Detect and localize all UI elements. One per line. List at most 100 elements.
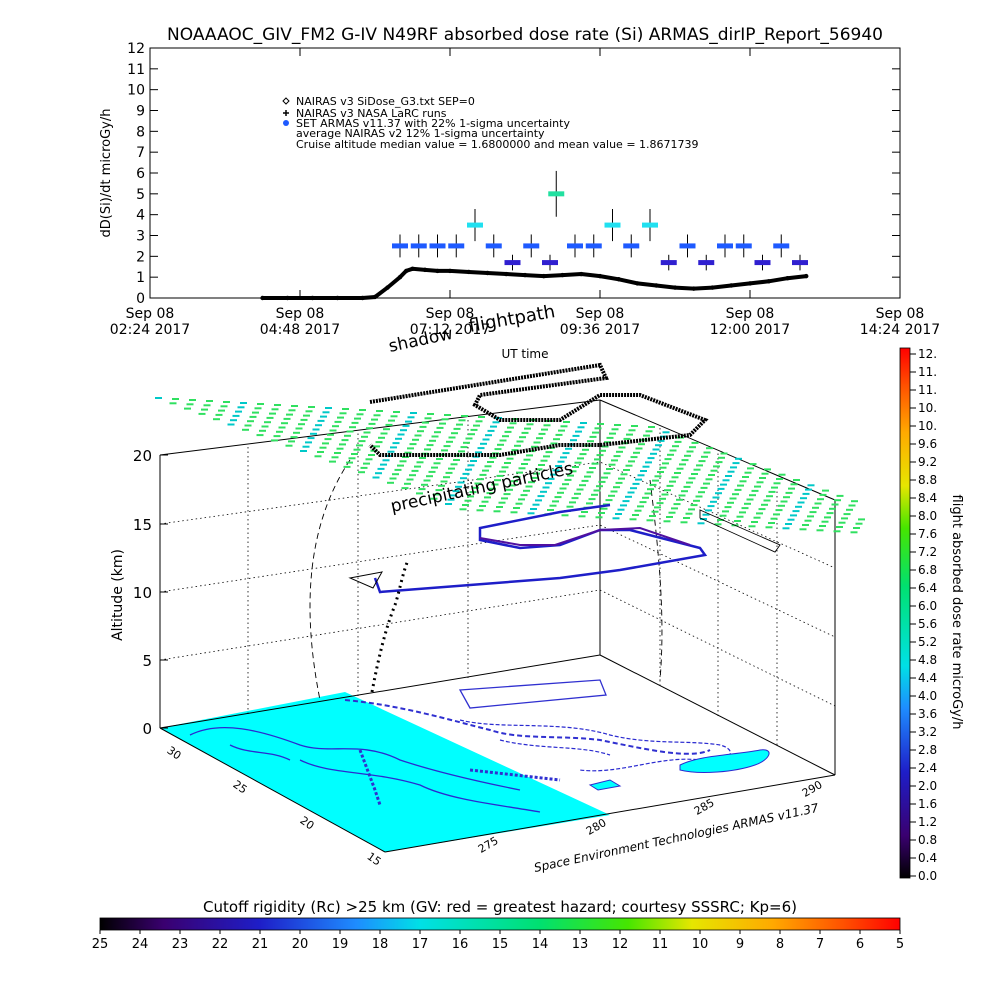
box-edge	[384, 774, 836, 853]
legend-plus-icon	[283, 110, 289, 116]
nairas-point	[710, 285, 715, 290]
dose-colorbar-tick-label: 5.6	[918, 617, 937, 631]
dose-colorbar-tick-label: 10.	[918, 401, 937, 415]
dose-colorbar-label: flight absorbed dose rate microGy/h	[949, 495, 964, 730]
nairas-point	[285, 295, 290, 301]
dose-colorbar-tick-label: 8.8	[918, 473, 937, 487]
nairas-point	[410, 266, 415, 272]
armas-point	[585, 243, 602, 249]
dose-colorbar-tick-label: 0.4	[918, 851, 937, 865]
dose-colorbar-tick-label: 9.6	[918, 437, 937, 451]
dose-colorbar-tick-label: 11.	[918, 365, 937, 379]
top-x-tick-label: Sep 08	[576, 306, 625, 322]
legend-label: NAIRAS v3 NASA LaRC runs	[296, 107, 447, 120]
armas-point	[542, 260, 558, 266]
top-x-tick-label: Sep 08	[876, 306, 925, 322]
altitude-ticks: 0 5 10 15 20	[133, 447, 168, 738]
legend-diamond-icon	[282, 97, 290, 105]
nairas-point	[372, 294, 378, 300]
nairas-point	[485, 270, 490, 276]
legend-label: NAIRAS v3 SiDose_G3.txt SEP=0	[296, 95, 475, 108]
box-edge	[159, 654, 601, 729]
dose-colorbar-gradient	[899, 347, 911, 879]
rigidity-colorbar-tick-label: 21	[252, 937, 269, 952]
top-x-tick-label: 04:48 2017	[260, 322, 340, 338]
nairas-point	[360, 295, 365, 301]
legend-label: average NAIRAS v2 12% 1-sigma uncertaint…	[296, 127, 545, 140]
rigidity-colorbar-tick-label: 20	[292, 937, 309, 952]
nairas-point	[447, 268, 453, 274]
top-x-tick-label: 02:24 2017	[110, 322, 190, 338]
figure-title: NOAAAOC_GIV_FM2 G-IV N49RF absorbed dose…	[167, 25, 883, 45]
dose-colorbar-tick-label: 1.6	[918, 797, 937, 811]
altitude-axis-label: Altitude (km)	[110, 549, 126, 641]
armas-point	[504, 260, 521, 266]
rigidity-colorbar-tick-label: 15	[492, 937, 509, 952]
rigidity-colorbar-tick-label: 8	[776, 937, 784, 952]
box-edge	[599, 654, 836, 776]
rigidity-colorbar-tick-label: 5	[896, 937, 904, 952]
nairas-point	[804, 273, 809, 279]
rigidity-colorbar-tick-label: 13	[572, 937, 589, 952]
top-x-tick-label: 12:00 2017	[710, 322, 790, 338]
armas-point	[567, 243, 583, 249]
dose-colorbar-tick-label: 7.2	[918, 545, 937, 559]
ground-flightpath-track	[358, 749, 561, 806]
top-y-axis-label: dD(Si)/dt microGy/h	[99, 109, 114, 238]
rigidity-colorbar-tick-label: 9	[736, 937, 744, 952]
top-x-tick-label: Sep 08	[726, 306, 775, 322]
box-edge	[159, 399, 601, 456]
armas-series	[392, 170, 808, 271]
armas-point	[717, 243, 733, 249]
nairas-point	[672, 285, 678, 290]
rigidity-colorbar-tick-label: 19	[332, 937, 349, 952]
nairas-point	[766, 279, 771, 284]
dose-colorbar-tick-label: 6.4	[918, 581, 937, 595]
armas-point	[698, 260, 715, 266]
coastline-outline	[459, 719, 731, 772]
rigidity-colorbar-tick-label: 14	[532, 937, 549, 952]
top-y-tick-label: 11	[127, 62, 145, 78]
legend-item-nairas-larc: NAIRAS v3 NASA LaRC runs	[283, 107, 447, 120]
armas-point	[754, 260, 771, 266]
armas-point	[604, 222, 621, 228]
precipitating-flightpath-track	[373, 503, 708, 594]
coastline-outline	[189, 726, 541, 813]
track-marker	[699, 509, 781, 553]
top-legend: NAIRAS v3 SiDose_G3.txt SEP=0 NAIRAS v3 …	[282, 95, 699, 151]
nairas-point	[504, 271, 509, 277]
rigidity-colorbar-tick-label: 17	[412, 937, 429, 952]
latitude-tick-label: 25	[231, 778, 250, 797]
longitude-tick-label: 275	[476, 834, 501, 856]
armas-point	[448, 243, 465, 249]
rigidity-colorbar-tick-label: 11	[652, 937, 669, 952]
box-edge	[599, 399, 836, 501]
map-surface	[160, 692, 610, 852]
nairas-point	[579, 271, 584, 277]
island-shape	[588, 779, 622, 791]
dose-colorbar-tick-label: 4.8	[918, 653, 937, 667]
armas-point	[660, 260, 677, 266]
dose-colorbar-tick-label: 8.4	[918, 491, 937, 505]
armas-point	[429, 243, 446, 249]
nairas-point	[466, 269, 471, 275]
dose-colorbar-tick-label: 8.0	[918, 509, 937, 523]
altitude-tick-label: 0	[142, 720, 152, 738]
precipitating-particles-mesh	[155, 397, 865, 534]
dose-colorbar-tick-label: 5.2	[918, 635, 937, 649]
top-y-tick-label: 0	[136, 291, 145, 307]
flight-3d-view: shadow flightpath precipitating particle…	[110, 301, 865, 875]
legend-label: SET ARMAS v11.37 with 22% 1-sigma uncert…	[296, 117, 570, 130]
dose-colorbar-tick-label: 2.8	[918, 743, 937, 757]
dose-colorbar-tick-label: 4.4	[918, 671, 937, 685]
rigidity-colorbar-tick-label: 10	[692, 937, 709, 952]
top-y-tick-label: 3	[136, 229, 145, 245]
top-x-tick-label: Sep 08	[126, 306, 175, 322]
top-y-tick-label: 1	[136, 270, 145, 286]
nairas-point	[691, 286, 696, 291]
dose-colorbar-tick-label: 4.0	[918, 689, 937, 703]
top-plot-frame	[149, 47, 901, 299]
nairas-point	[560, 272, 565, 278]
top-y-tick-label: 4	[136, 208, 145, 224]
